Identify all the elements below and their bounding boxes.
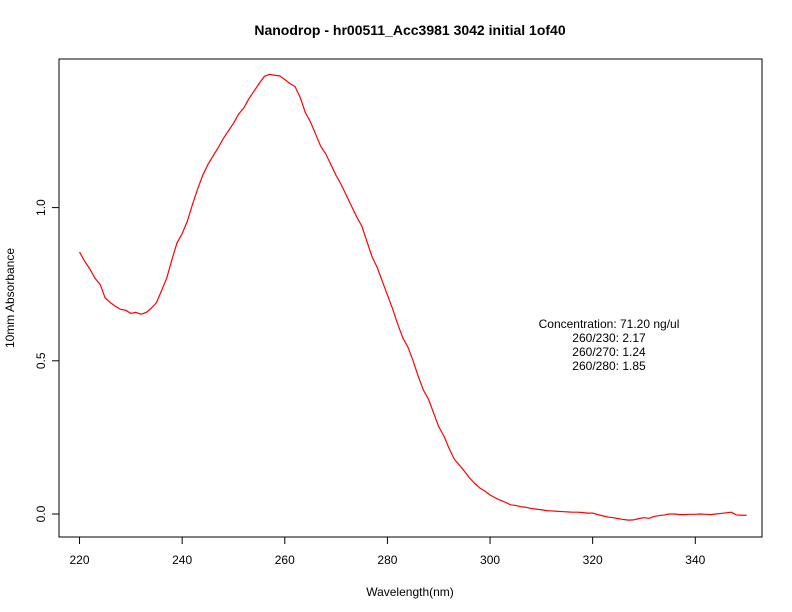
absorbance-series-line bbox=[79, 73, 747, 521]
x-axis: 220 240 260 280 300 320 340 bbox=[70, 536, 706, 567]
chart-title: Nanodrop - hr00511_Acc3981 3042 initial … bbox=[254, 22, 565, 38]
ratio-260-280-annotation: 260/280: 1.85 bbox=[572, 359, 646, 373]
series-layer bbox=[79, 73, 747, 521]
x-tick-label: 340 bbox=[685, 553, 705, 567]
ratio-260-270-annotation: 260/270: 1.24 bbox=[572, 345, 646, 359]
x-axis-label: Wavelength(nm) bbox=[366, 585, 454, 599]
x-tick-label: 220 bbox=[70, 553, 90, 567]
ratio-260-230-annotation: 260/230: 2.17 bbox=[572, 331, 646, 345]
y-axis-label: 10mm Absorbance bbox=[3, 248, 17, 348]
y-tick-label: 0.5 bbox=[34, 352, 48, 369]
concentration-annotation: Concentration: 71.20 ng/ul bbox=[539, 317, 680, 331]
y-tick-label: 0.0 bbox=[34, 505, 48, 522]
plot-frame bbox=[58, 58, 763, 538]
annotation-block: Concentration: 71.20 ng/ul 260/230: 2.17… bbox=[539, 317, 680, 373]
x-tick-label: 280 bbox=[377, 553, 397, 567]
x-tick-label: 240 bbox=[172, 553, 192, 567]
x-tick-label: 320 bbox=[583, 553, 603, 567]
y-axis: 0.0 0.5 1.0 bbox=[34, 199, 60, 522]
x-tick-label: 260 bbox=[275, 553, 295, 567]
x-tick-label: 300 bbox=[480, 553, 500, 567]
y-tick-label: 1.0 bbox=[34, 199, 48, 216]
